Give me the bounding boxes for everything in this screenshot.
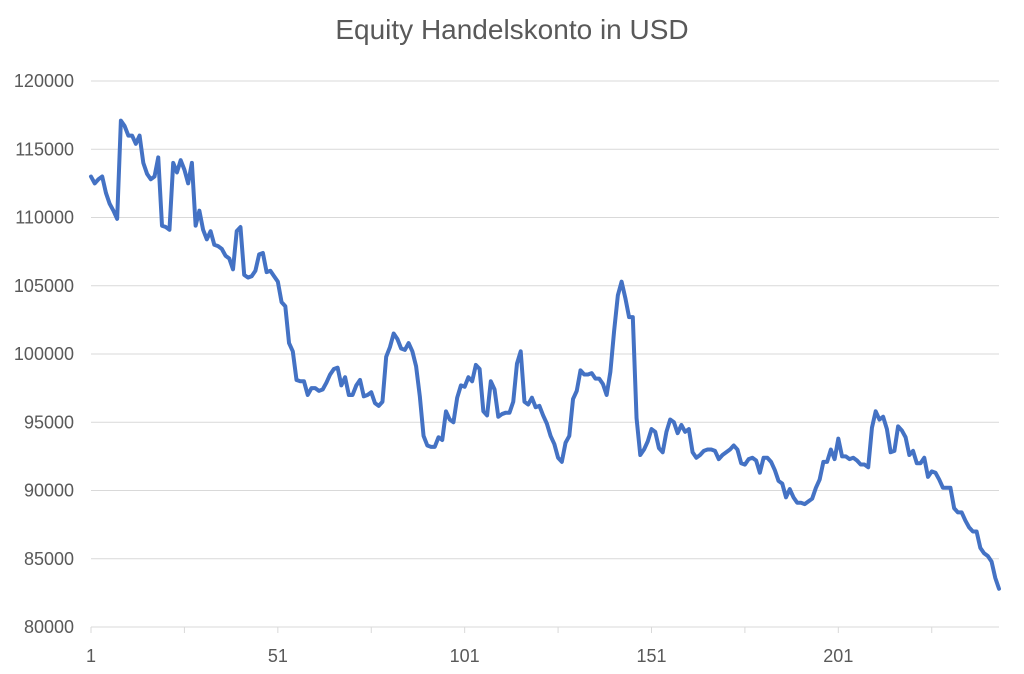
series xyxy=(89,118,1001,591)
x-axis-ticks: 1 51 101 151 201 xyxy=(86,646,853,666)
y-tick-label: 105000 xyxy=(14,276,74,296)
x-tick-label: 201 xyxy=(823,646,853,666)
y-tick-label: 90000 xyxy=(24,481,74,501)
y-tick-label: 85000 xyxy=(24,549,74,569)
y-tick-label: 100000 xyxy=(14,344,74,364)
y-tick-label: 95000 xyxy=(24,412,74,432)
x-axis xyxy=(90,626,999,633)
y-tick-label: 120000 xyxy=(14,71,74,91)
gridlines xyxy=(91,80,999,560)
x-tick-label: 151 xyxy=(636,646,666,666)
x-tick-label: 101 xyxy=(450,646,480,666)
y-tick-label: 115000 xyxy=(15,139,74,159)
y-axis-ticks: 80000 85000 90000 95000 100000 105000 110000 11… xyxy=(14,71,74,637)
series-line xyxy=(89,118,1001,591)
x-tick-label: 1 xyxy=(86,646,96,666)
x-tick-label: 51 xyxy=(268,646,288,666)
chart-title: Equity Handelskonto in USD xyxy=(335,14,689,45)
y-tick-label: 80000 xyxy=(24,617,74,637)
y-tick-label: 110000 xyxy=(15,208,74,228)
